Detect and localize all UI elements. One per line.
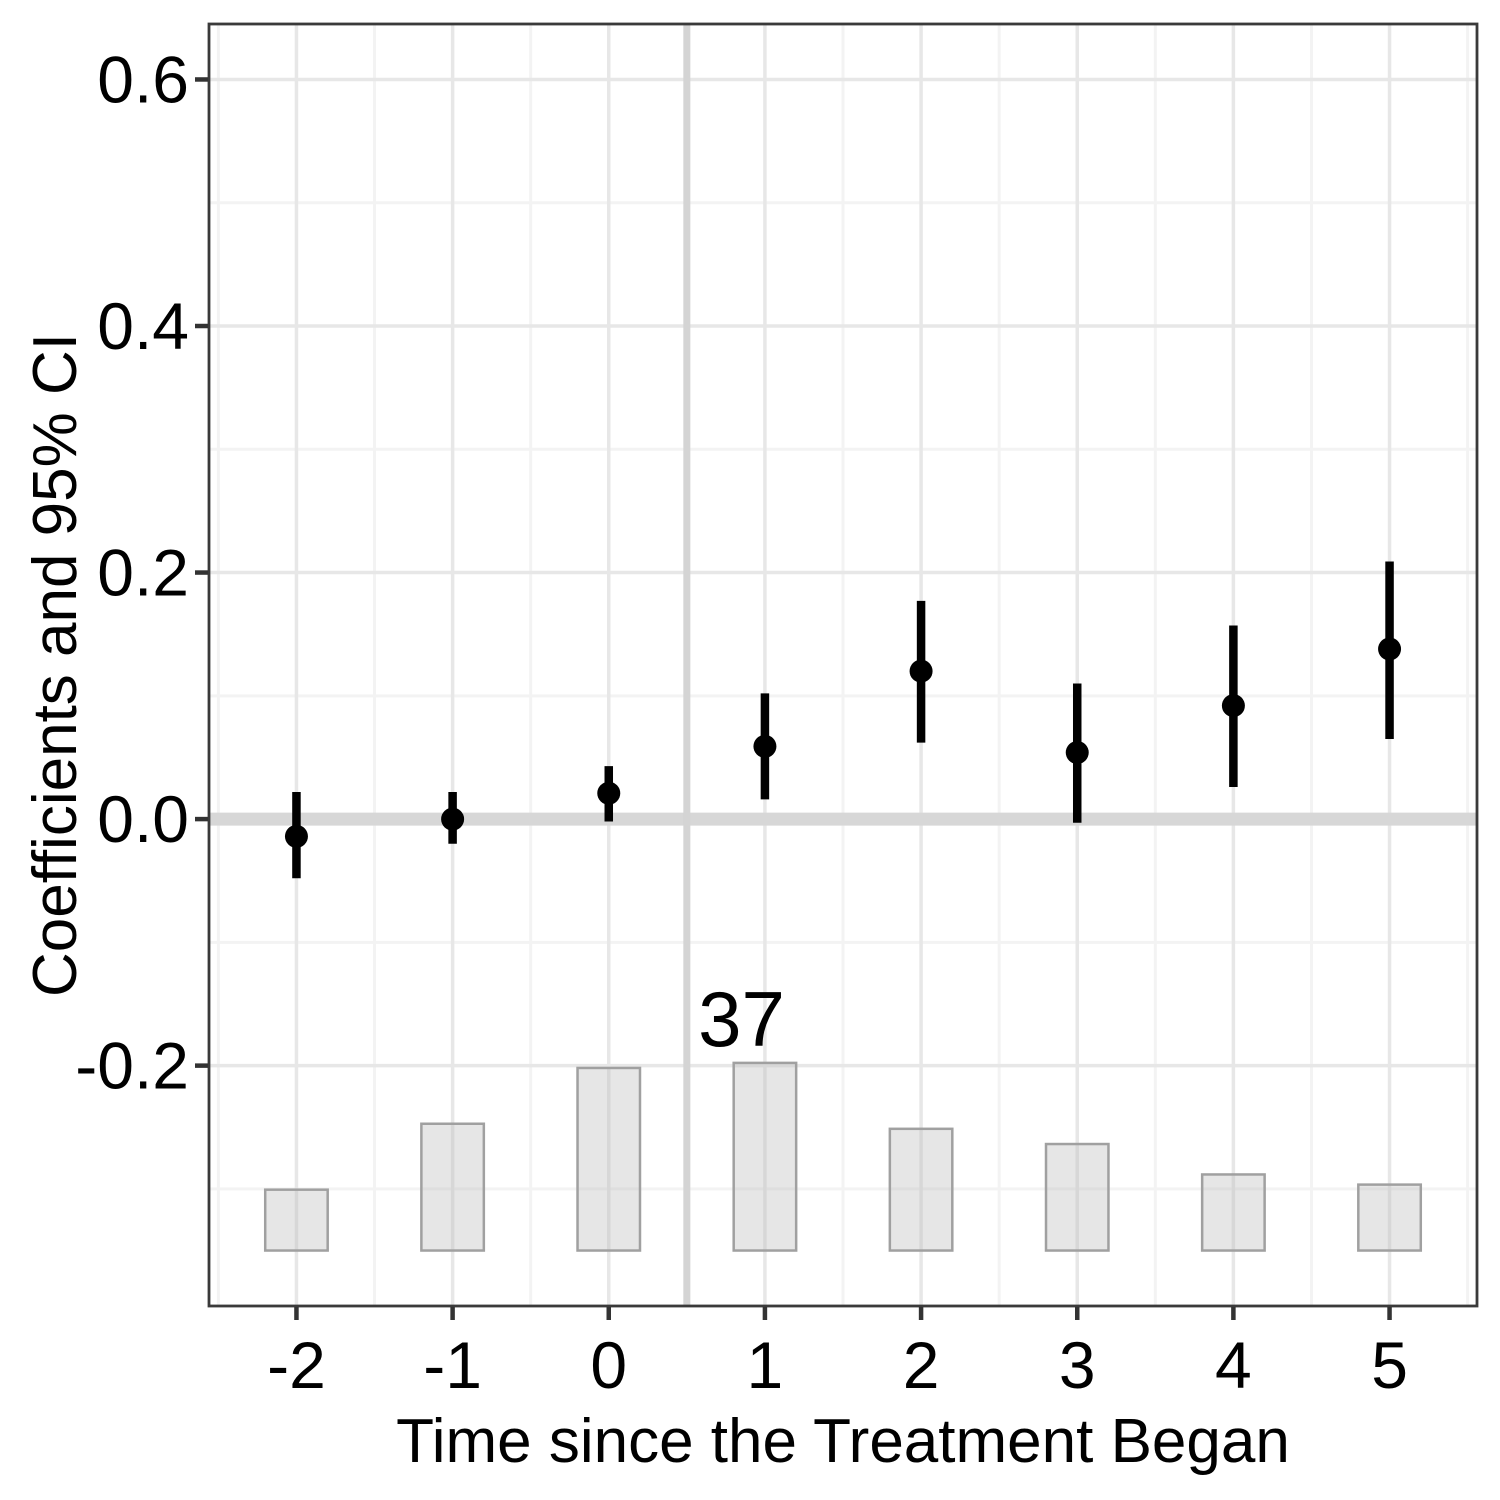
coefficient-point <box>1065 741 1089 765</box>
x-tick-label: 5 <box>1371 1328 1408 1402</box>
max-count-label: 37 <box>698 975 785 1063</box>
y-tick-label: 0.4 <box>97 289 189 363</box>
obs-count-bar <box>420 1122 486 1252</box>
panel-border <box>207 22 1479 1308</box>
coefficient-point <box>1221 694 1245 718</box>
y-axis-title: Coefficients and 95% CI <box>21 333 90 997</box>
obs-count-bar <box>888 1127 954 1252</box>
coefficient-point <box>1378 637 1402 661</box>
x-tick-label: 2 <box>903 1328 940 1402</box>
obs-count-bar <box>1044 1142 1110 1252</box>
y-tick-label: 0.2 <box>97 536 189 610</box>
x-tick-label: -2 <box>267 1328 326 1402</box>
coefficient-point <box>753 734 777 758</box>
obs-count-bar <box>1357 1183 1423 1252</box>
y-tick-label: 0.0 <box>97 782 189 856</box>
x-tick-label: 3 <box>1059 1328 1096 1402</box>
coefficient-point <box>597 781 621 805</box>
x-tick-label: 1 <box>747 1328 784 1402</box>
obs-count-bar <box>263 1188 329 1252</box>
obs-count-bar <box>1200 1173 1266 1252</box>
coefficient-point <box>909 659 933 683</box>
y-tick-label: -0.2 <box>75 1029 189 1103</box>
obs-count-bar <box>732 1061 798 1252</box>
y-tick-label: 0.6 <box>97 42 189 116</box>
x-tick-label: -1 <box>423 1328 482 1402</box>
coefficient-point <box>284 824 308 848</box>
x-tick-label: 4 <box>1215 1328 1252 1402</box>
x-tick-label: 0 <box>590 1328 627 1402</box>
x-axis-title: Time since the Treatment Began <box>396 1407 1290 1476</box>
coefficient-point <box>441 807 465 831</box>
obs-count-bar <box>576 1066 642 1252</box>
